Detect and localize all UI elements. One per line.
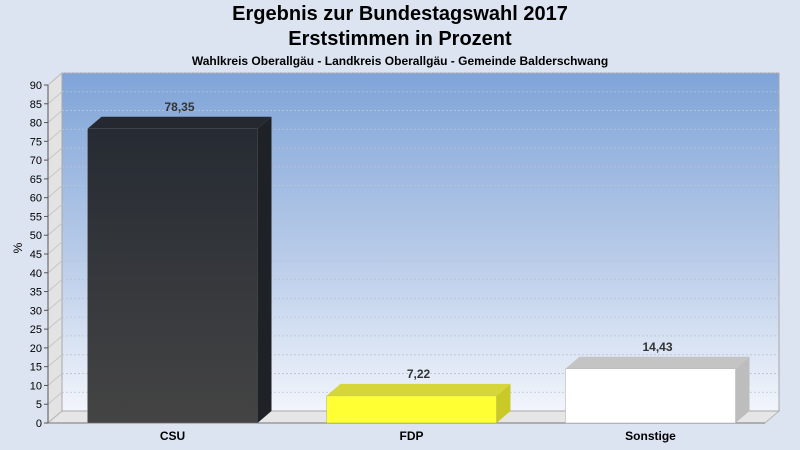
- y-tick-label: 65: [30, 174, 42, 186]
- y-tick-label: 60: [30, 193, 42, 205]
- bar-sonstige: 14,43 Sonstige: [565, 340, 750, 443]
- chart-location-subtitle: Wahlkreis Oberallgäu - Landkreis Oberall…: [191, 54, 609, 68]
- grid-line-side: [47, 316, 63, 330]
- bar-side: [496, 383, 511, 423]
- y-tick-label: 20: [30, 343, 42, 355]
- grid-line-side: [47, 129, 63, 142]
- grid-line-side: [47, 222, 63, 236]
- grid-line-side: [47, 166, 63, 180]
- grid-line-side: [47, 185, 63, 198]
- y-tick-label: 85: [30, 99, 42, 111]
- grid-line-side: [47, 335, 63, 349]
- bar-top: [87, 116, 272, 129]
- bar-side: [257, 116, 272, 423]
- bar-fdp: 7,22 FDP: [326, 367, 511, 443]
- grid-line-side: [47, 279, 63, 292]
- bar-csu: 78,35 CSU: [87, 100, 272, 443]
- bars: 78,35 CSU 7,22 FDP 14,43 Sonstige: [87, 100, 750, 443]
- grid-line-side: [47, 260, 63, 274]
- grid-line-side: [47, 72, 63, 86]
- chart-title: Ergebnis zur Bundestagswahl 2017: [232, 3, 568, 25]
- bar-top: [326, 383, 511, 396]
- y-tick-label: 10: [30, 380, 42, 392]
- y-tick-label: 50: [30, 230, 42, 242]
- y-tick-label: 40: [30, 268, 42, 280]
- x-tick-label: FDP: [400, 429, 424, 443]
- data-label: 7,22: [407, 367, 431, 381]
- grid-line-side: [47, 391, 63, 405]
- y-tick-label: 0: [36, 418, 42, 430]
- y-tick-label: 45: [30, 249, 42, 261]
- y-tick-label: 35: [30, 287, 42, 299]
- grid-line-side: [47, 241, 63, 255]
- y-tick-label: 5: [36, 399, 42, 411]
- y-tick-label: 90: [30, 80, 42, 92]
- bar-front: [87, 128, 258, 424]
- y-tick-label: 15: [30, 362, 42, 374]
- bar-top: [565, 356, 750, 369]
- grid-line-side: [47, 91, 63, 105]
- y-tick-label: 30: [30, 305, 42, 317]
- grid-line-side: [47, 373, 63, 386]
- y-tick-label: 70: [30, 155, 42, 167]
- grid-line-side: [47, 298, 63, 311]
- y-axis-label: %: [11, 242, 25, 253]
- data-label: 14,43: [642, 340, 672, 354]
- chart-subtitle: Erststimmen in Prozent: [288, 28, 512, 50]
- y-tick-label: 80: [30, 118, 42, 130]
- grid-line-side: [47, 204, 63, 217]
- bar-side: [735, 356, 750, 423]
- bar-front: [565, 368, 736, 424]
- bar-front: [326, 395, 497, 424]
- x-tick-label: Sonstige: [625, 429, 676, 443]
- data-label: 78,35: [164, 100, 194, 114]
- y-tick-label: 25: [30, 324, 42, 336]
- y-tick-label: 75: [30, 136, 42, 148]
- grid-line-side: [47, 110, 63, 123]
- grid-line-side: [47, 147, 63, 161]
- grid-line-side: [47, 354, 63, 367]
- x-tick-label: CSU: [160, 429, 185, 443]
- y-tick-label: 55: [30, 211, 42, 223]
